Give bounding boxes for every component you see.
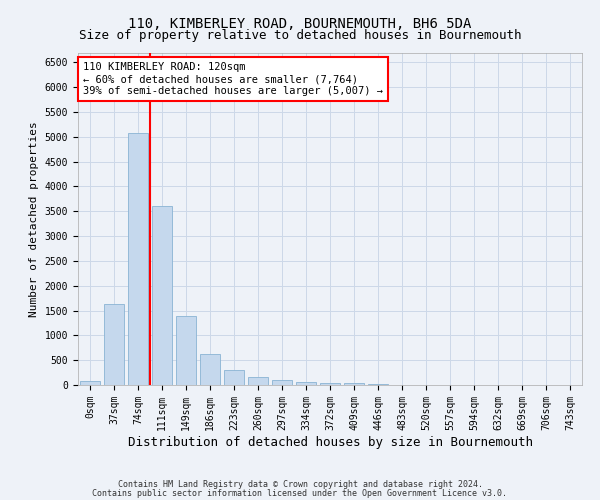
Bar <box>104 304 124 385</box>
Bar <box>296 382 316 385</box>
Text: 110, KIMBERLEY ROAD, BOURNEMOUTH, BH6 5DA: 110, KIMBERLEY ROAD, BOURNEMOUTH, BH6 5D… <box>128 18 472 32</box>
Bar <box>128 133 148 385</box>
Text: Contains public sector information licensed under the Open Government Licence v3: Contains public sector information licen… <box>92 488 508 498</box>
Bar <box>320 383 340 385</box>
Bar <box>344 384 364 385</box>
Bar <box>368 384 388 385</box>
Text: Size of property relative to detached houses in Bournemouth: Size of property relative to detached ho… <box>79 29 521 42</box>
Bar <box>80 382 100 385</box>
Bar <box>272 380 292 385</box>
Bar <box>152 206 172 385</box>
Text: 110 KIMBERLEY ROAD: 120sqm
← 60% of detached houses are smaller (7,764)
39% of s: 110 KIMBERLEY ROAD: 120sqm ← 60% of deta… <box>83 62 383 96</box>
Bar <box>200 354 220 385</box>
Text: Contains HM Land Registry data © Crown copyright and database right 2024.: Contains HM Land Registry data © Crown c… <box>118 480 482 489</box>
Bar <box>248 378 268 385</box>
Y-axis label: Number of detached properties: Number of detached properties <box>29 121 39 316</box>
X-axis label: Distribution of detached houses by size in Bournemouth: Distribution of detached houses by size … <box>128 436 533 448</box>
Bar <box>176 316 196 385</box>
Bar <box>224 370 244 385</box>
